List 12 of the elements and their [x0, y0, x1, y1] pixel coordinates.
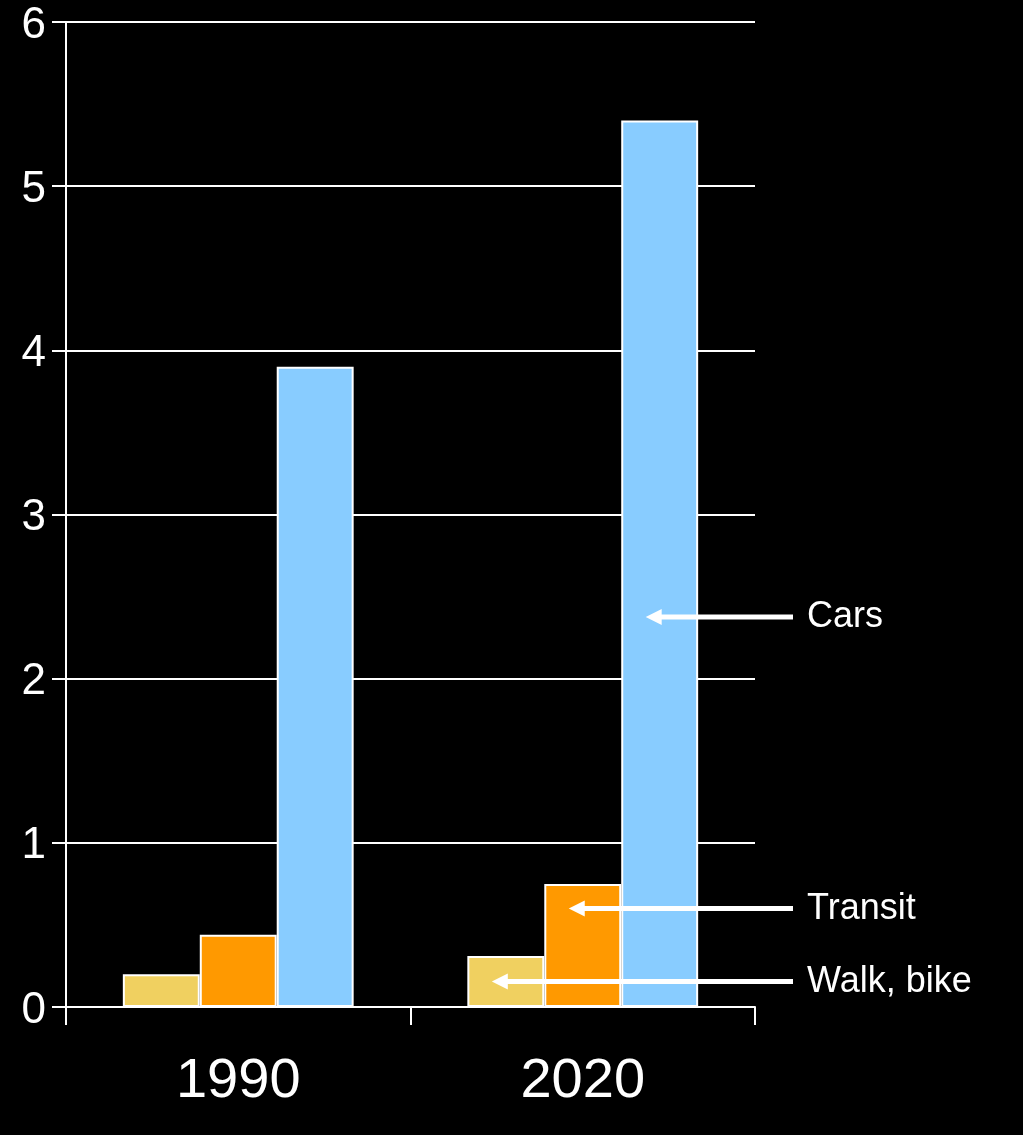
text: Walk, bike — [807, 959, 972, 1001]
y-tick-label: 3 — [21, 490, 46, 539]
text: Transit — [807, 886, 916, 927]
legend-label: Cars — [807, 594, 884, 636]
y-tick-label: 6 — [21, 0, 46, 47]
y-tick-label: 5 — [21, 161, 46, 211]
x-tick-label: 2020 — [520, 1045, 646, 1109]
y-tick-label: 4 — [21, 325, 46, 375]
y-tick-label: 2 — [21, 654, 46, 704]
y-tick-label: 0 — [21, 982, 46, 1032]
y-tick-label: 1 — [21, 818, 46, 868]
x-tick-label: 1990 — [175, 1045, 301, 1109]
